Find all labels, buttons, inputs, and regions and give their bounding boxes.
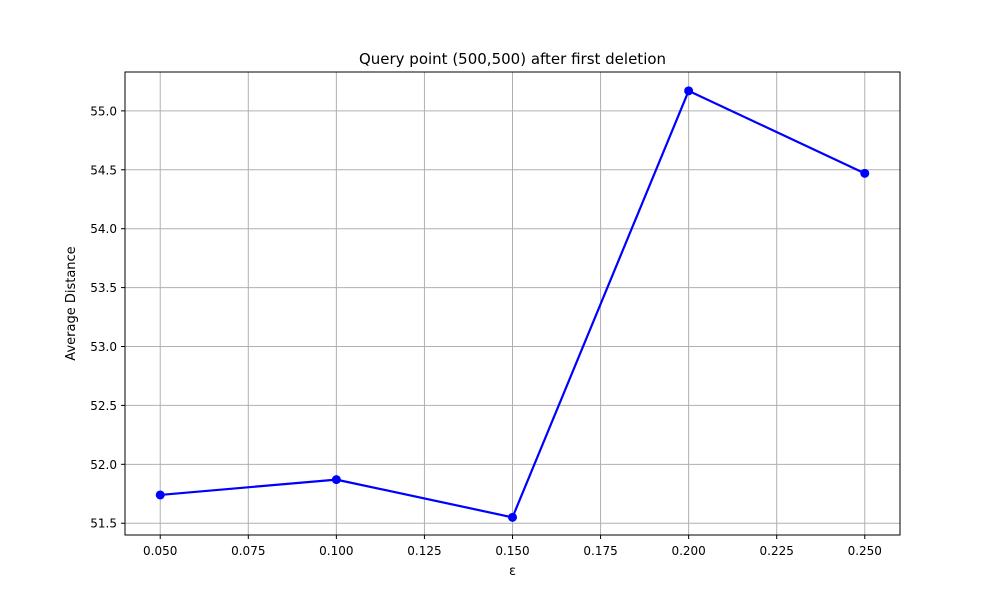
grid-lines [125, 72, 900, 535]
y-tick-label: 52.0 [90, 458, 117, 472]
data-point [684, 86, 694, 96]
data-point [331, 475, 341, 485]
x-tick-label: 0.200 [671, 544, 705, 558]
chart-title: Query point (500,500) after first deleti… [359, 50, 666, 68]
data-point [508, 512, 517, 522]
y-tick-label: 54.0 [90, 222, 117, 236]
data-point [155, 490, 165, 500]
plot-frame [124, 71, 901, 536]
y-tick-label: 51.5 [90, 517, 117, 531]
axis-ticks: 0.050 0.075 0.100 0.125 0.150 0.175 0.200 0.225… [90, 104, 882, 558]
y-axis-label: Average Distance [64, 246, 79, 360]
y-tick-label: 53.0 [90, 340, 117, 354]
x-tick-label: 0.250 [848, 544, 882, 558]
x-tick-label: 0.100 [319, 544, 353, 558]
x-tick-label: 0.125 [407, 544, 441, 558]
x-tick-label: 0.225 [760, 544, 794, 558]
y-tick-label: 53.5 [90, 281, 117, 295]
x-tick-label: 0.075 [231, 544, 265, 558]
data-point [860, 168, 870, 178]
y-tick-label: 55.0 [90, 104, 117, 118]
x-tick-label: 0.150 [495, 544, 529, 558]
y-tick-label: 52.5 [90, 399, 117, 413]
x-tick-label: 0.175 [583, 544, 617, 558]
x-tick-label: 0.050 [143, 544, 177, 558]
x-axis-label: ε [509, 564, 516, 579]
series-layer [155, 86, 870, 522]
y-tick-label: 54.5 [90, 163, 117, 177]
